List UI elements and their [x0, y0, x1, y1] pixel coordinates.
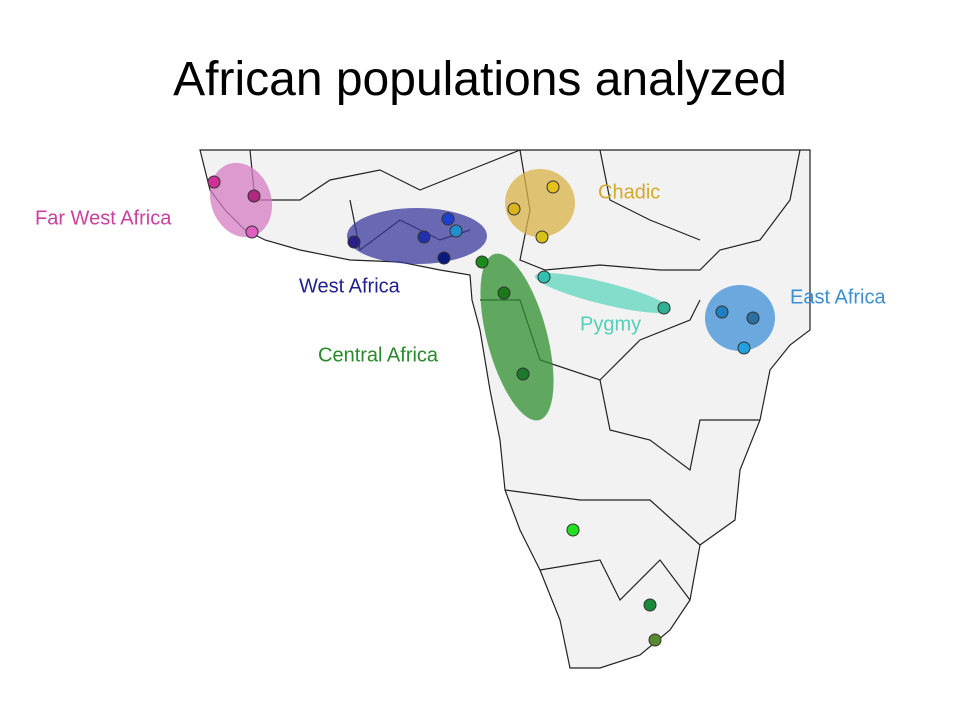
region-label: Far West Africa — [35, 207, 172, 229]
region-label: Chadic — [598, 181, 660, 203]
title: African populations analyzed — [173, 53, 787, 106]
map — [199, 149, 811, 669]
region-label: Pygmy — [580, 313, 641, 335]
region-label: Central Africa — [318, 344, 439, 366]
region-label: East Africa — [790, 286, 886, 308]
region-label: West Africa — [299, 275, 401, 297]
sample-dots — [207, 175, 760, 647]
